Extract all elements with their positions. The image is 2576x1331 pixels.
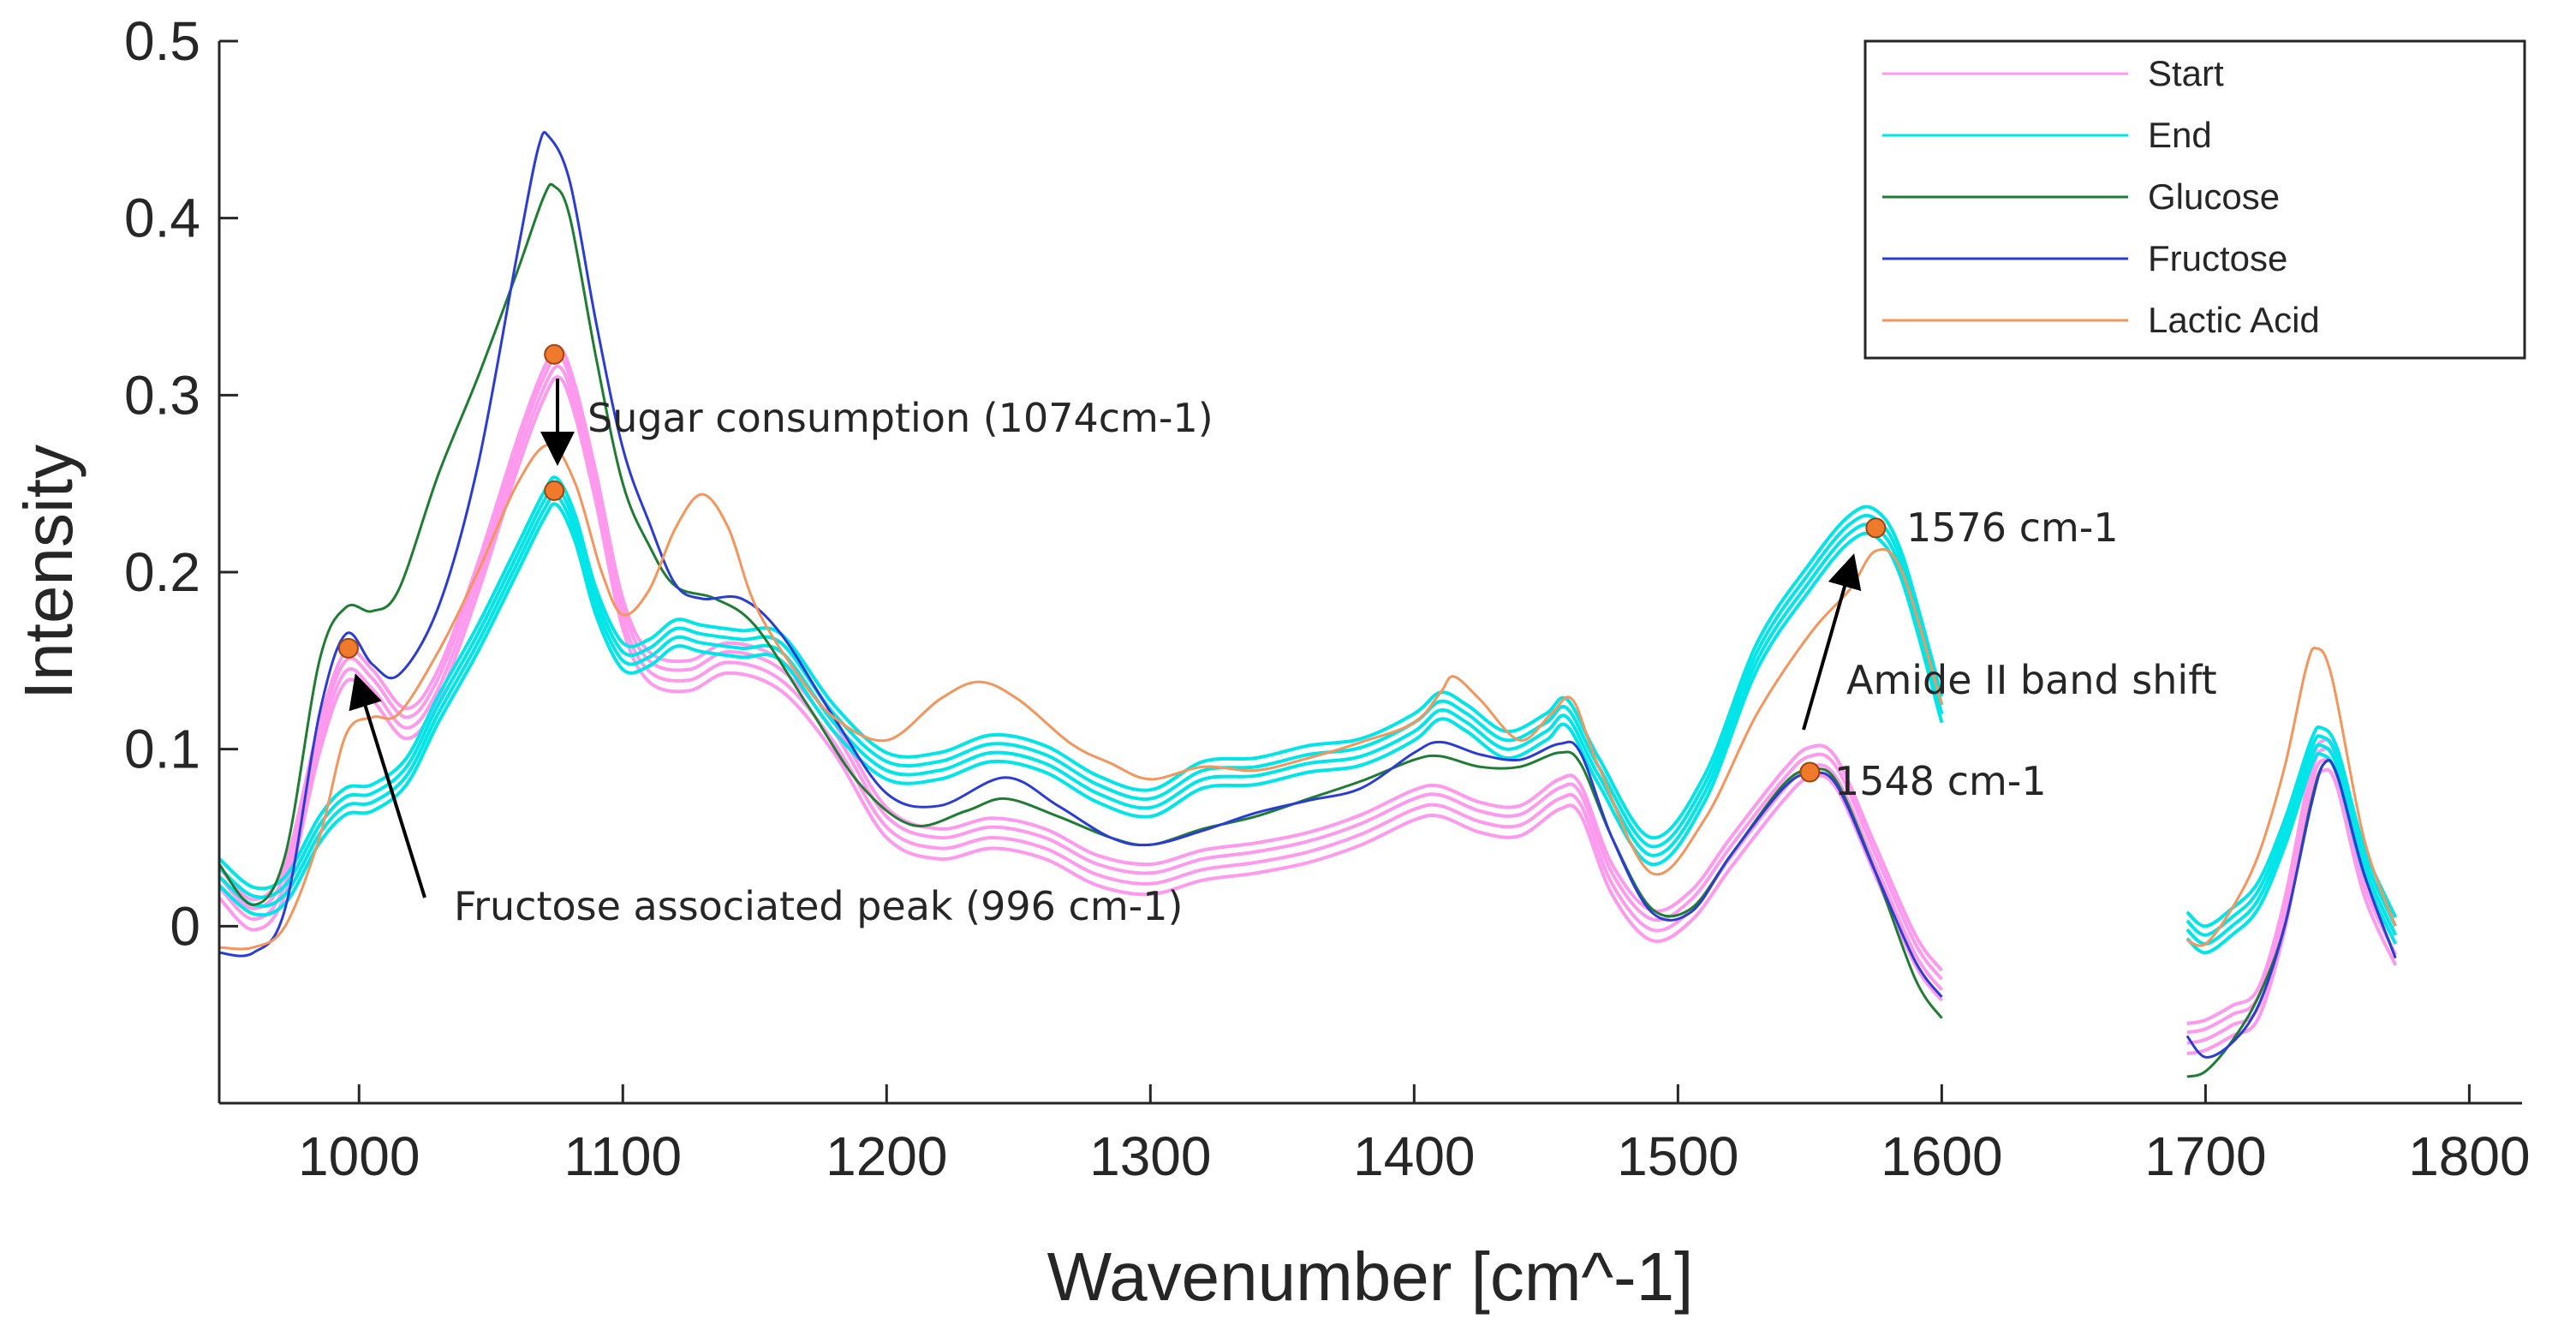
series-end-line-0-0 bbox=[218, 492, 1944, 908]
series-end-line-0-1 bbox=[2185, 743, 2398, 946]
legend-box bbox=[1863, 39, 2526, 360]
series-fructose-line-0-1 bbox=[2185, 759, 2397, 1059]
fructose-arrow bbox=[349, 673, 426, 898]
annotation-peak1548: 1548 cm-1 bbox=[1834, 758, 2047, 804]
legend-label-lactic-acid: Lactic Acid bbox=[2148, 300, 2320, 340]
x-tick-label-1100: 1100 bbox=[564, 1125, 682, 1187]
x-tick-label-1800: 1800 bbox=[2408, 1125, 2530, 1187]
peak-marker-3 bbox=[1865, 517, 1887, 539]
peak-marker-2 bbox=[337, 637, 359, 659]
y-tick-label-4: 0.4 bbox=[124, 188, 200, 249]
peak-marker-0 bbox=[544, 343, 565, 365]
annotation-sugar-text: Sugar consumption (1074cm-1) bbox=[587, 395, 1213, 441]
legend-label-end: End bbox=[2148, 115, 2212, 155]
x-tick-label-1300: 1300 bbox=[1089, 1125, 1211, 1187]
annotation-amide: Amide II band shift bbox=[1802, 553, 2217, 731]
x-tick-label-1200: 1200 bbox=[826, 1125, 947, 1187]
series-lactic-acid-line-0-0 bbox=[218, 443, 1943, 951]
legend-label-start: Start bbox=[2148, 53, 2224, 93]
annotation-peak1548-text: 1548 cm-1 bbox=[1834, 758, 2047, 804]
series-fructose-line-0-0 bbox=[218, 131, 1943, 998]
legend-label-glucose: Glucose bbox=[2148, 176, 2280, 217]
series-lactic-acid-line-0-1 bbox=[2186, 647, 2397, 947]
series-end-line-3-0 bbox=[218, 475, 1944, 891]
legend-label-fructose: Fructose bbox=[2148, 238, 2287, 278]
marker-layer bbox=[337, 343, 1887, 783]
series-end-line-1-0 bbox=[218, 484, 1944, 899]
annotation-sugar: Sugar consumption (1074cm-1) bbox=[540, 379, 1213, 466]
y-tick-label-1: 0.1 bbox=[124, 719, 200, 780]
y-tick-label-0: 0 bbox=[170, 895, 200, 957]
tick-layer: 1000 1100 1200 1300 1400 1500 1600 1700 1800 0 0.1… bbox=[124, 10, 2531, 1187]
annotation-amide-text: Amide II band shift bbox=[1846, 657, 2217, 703]
series-start-line-1-1 bbox=[2186, 757, 2398, 1045]
x-tick-label-1500: 1500 bbox=[1617, 1125, 1738, 1187]
legend: Start End Glucose Fructose Lactic Acid bbox=[1863, 39, 2526, 360]
annotation-fructose: Fructose associated peak (996 cm-1) bbox=[349, 673, 1183, 929]
peak-marker-1 bbox=[544, 480, 565, 501]
y-tick-label-5: 0.5 bbox=[124, 10, 200, 72]
x-tick-label-1000: 1000 bbox=[298, 1125, 420, 1187]
series-layer bbox=[218, 131, 2398, 1078]
annotation-fructose-text: Fructose associated peak (996 cm-1) bbox=[454, 883, 1183, 929]
y-tick-label-3: 0.3 bbox=[124, 364, 200, 426]
series-start-line-2-0 bbox=[218, 344, 1943, 972]
legend-items: Start End Glucose Fructose Lactic Acid bbox=[1882, 53, 2320, 340]
series-end-line-3-1 bbox=[2185, 725, 2398, 928]
y-tick-label-2: 0.2 bbox=[124, 541, 200, 603]
peak-marker-4 bbox=[1799, 761, 1821, 783]
x-axis-label: Wavenumber [cm^-1] bbox=[1047, 1238, 1694, 1315]
y-axis-label: Intensity bbox=[10, 445, 86, 700]
x-tick-label-1600: 1600 bbox=[1881, 1125, 2002, 1187]
annotation-peak1576: 1576 cm-1 bbox=[1906, 504, 2119, 551]
annotation-peak1576-text: 1576 cm-1 bbox=[1906, 504, 2119, 551]
series-end-line-2-0 bbox=[218, 502, 1944, 917]
amide-arrow bbox=[1802, 553, 1862, 731]
series-start-line-1-0 bbox=[218, 364, 1943, 991]
series-glucose-line-0-0 bbox=[218, 182, 1943, 1019]
x-tick-label-1400: 1400 bbox=[1353, 1125, 1475, 1187]
x-tick-label-1700: 1700 bbox=[2144, 1125, 2266, 1187]
